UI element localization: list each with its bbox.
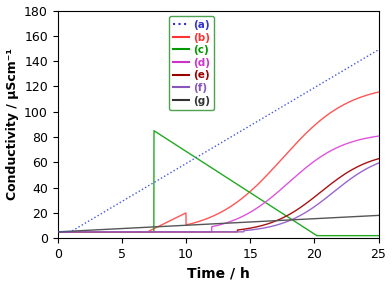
X-axis label: Time / h: Time / h xyxy=(187,267,250,281)
Y-axis label: Conductivity / μScm⁻¹: Conductivity / μScm⁻¹ xyxy=(5,48,18,200)
Legend: (a), (b), (c), (d), (e), (f), (g): (a), (b), (c), (d), (e), (f), (g) xyxy=(169,16,214,110)
